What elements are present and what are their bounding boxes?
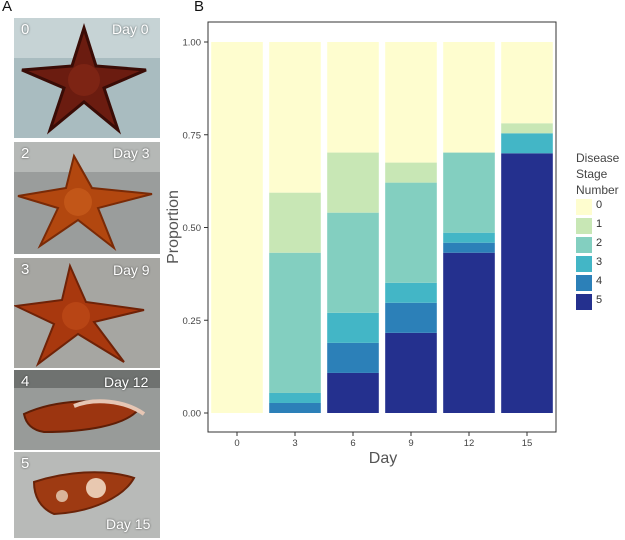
bar-segment-day-6-stage-1 [327, 152, 379, 213]
x-tick-label: 15 [522, 438, 533, 449]
legend-item-stage-3: 3 [576, 255, 621, 273]
panel-b-label: B [194, 0, 205, 15]
y-tick-label: 0.00 [183, 409, 202, 420]
y-tick-label: 0.25 [183, 316, 202, 327]
legend-label: 5 [596, 294, 603, 306]
bar-segment-day-9-stage-0 [385, 42, 437, 163]
legend-label: 3 [596, 256, 603, 268]
x-tick-label: 12 [464, 438, 475, 449]
bar-segment-day-12-stage-0 [443, 42, 495, 153]
y-axis-title: Proportion [165, 190, 182, 264]
bar-segment-day-3-stage-0 [269, 42, 321, 193]
photo-day-label: Day 3 [113, 145, 150, 161]
bar-segment-day-15-stage-0 [501, 42, 553, 124]
x-axis-title: Day [369, 450, 397, 467]
bar-segment-day-9-stage-1 [385, 162, 437, 183]
photo-stage-number: 4 [21, 373, 30, 390]
bar-segment-day-6-stage-0 [327, 42, 379, 153]
photo-day-label: Day 9 [113, 262, 150, 278]
bar-segment-day-6-stage-5 [327, 372, 379, 413]
bar-segment-day-12-stage-5 [443, 252, 495, 413]
bar-segment-day-9-stage-5 [385, 332, 437, 413]
sea-star-photo-column: 0 Day 0 2 Day 3 3 Day 9 4 Day 12 [14, 18, 160, 538]
bar-segment-day-6-stage-4 [327, 342, 379, 373]
legend-title-line: Number [576, 183, 619, 197]
photo-day-label: Day 0 [112, 21, 149, 37]
x-tick-label: 9 [408, 438, 413, 449]
legend-label: 0 [596, 199, 603, 211]
legend-item-stage-4: 4 [576, 274, 621, 292]
legend-swatch [576, 256, 592, 272]
x-tick-label: 0 [234, 438, 239, 449]
panel-a-label: A [2, 0, 13, 15]
bar-segment-day-15-stage-5 [501, 153, 553, 414]
legend-item-stage-2: 2 [576, 236, 621, 254]
bar-segment-day-9-stage-4 [385, 302, 437, 333]
x-axis: 0 3 6 9 12 15 [234, 432, 532, 449]
legend-label: 2 [596, 237, 603, 249]
legend-swatch [576, 199, 592, 215]
bar-segment-day-9-stage-2 [385, 182, 437, 283]
bar-segment-day-12-stage-2 [443, 152, 495, 233]
legend-title-line: Disease [576, 151, 620, 165]
y-axis: 0.00 0.25 0.50 0.75 1.00 [183, 38, 208, 420]
x-tick-label: 3 [292, 438, 297, 449]
bar-segment-day-6-stage-3 [327, 312, 379, 343]
photo-stage-number: 3 [21, 261, 30, 278]
legend-swatch [576, 237, 592, 253]
legend-label: 4 [596, 275, 603, 287]
photo-day-15: 5 Day 15 [14, 452, 160, 538]
legend-title-line: Stage [576, 167, 608, 181]
legend-title: Disease Stage Number [576, 150, 619, 198]
bar-segment-day-12-stage-3 [443, 232, 495, 243]
photo-day-0: 0 Day 0 [14, 18, 160, 138]
photo-day-label: Day 12 [104, 374, 149, 390]
sea-star-image-stage-2 [14, 142, 160, 254]
bar-segment-day-15-stage-3 [501, 133, 553, 154]
sea-star-image-stage-3 [14, 258, 160, 368]
photo-stage-number: 5 [21, 455, 30, 472]
legend-label: 1 [596, 218, 603, 230]
bar-layer [211, 42, 553, 414]
bar-segment-day-3-stage-1 [269, 192, 321, 253]
bar-segment-day-0-stage-0 [211, 42, 263, 413]
bar-segment-day-3-stage-2 [269, 252, 321, 393]
photo-stage-number: 2 [21, 145, 30, 162]
bar-segment-day-15-stage-1 [501, 123, 553, 134]
y-tick-label: 0.50 [183, 223, 202, 234]
bar-segment-day-3-stage-4 [269, 402, 321, 413]
x-tick-label: 6 [350, 438, 355, 449]
legend-swatch [576, 294, 592, 310]
bar-segment-day-3-stage-3 [269, 392, 321, 403]
bar-segment-day-6-stage-2 [327, 212, 379, 313]
sea-star-image-stage-4 [14, 370, 160, 450]
sea-star-image-stage-0 [14, 18, 160, 138]
legend-item-stage-5: 5 [576, 293, 621, 311]
sea-star-image-stage-5 [14, 452, 160, 538]
photo-day-3: 2 Day 3 [14, 142, 160, 254]
y-tick-label: 0.75 [183, 130, 202, 141]
legend-item-stage-0: 0 [576, 198, 621, 216]
legend-item-stage-1: 1 [576, 217, 621, 235]
legend-swatch [576, 275, 592, 291]
photo-stage-number: 0 [21, 21, 30, 38]
legend-swatch [576, 218, 592, 234]
photo-day-9: 3 Day 9 [14, 258, 160, 368]
bar-segment-day-12-stage-4 [443, 242, 495, 253]
photo-day-12: 4 Day 12 [14, 370, 160, 450]
y-tick-label: 1.00 [183, 38, 202, 49]
photo-day-label: Day 15 [106, 516, 151, 532]
bar-segment-day-9-stage-3 [385, 282, 437, 303]
